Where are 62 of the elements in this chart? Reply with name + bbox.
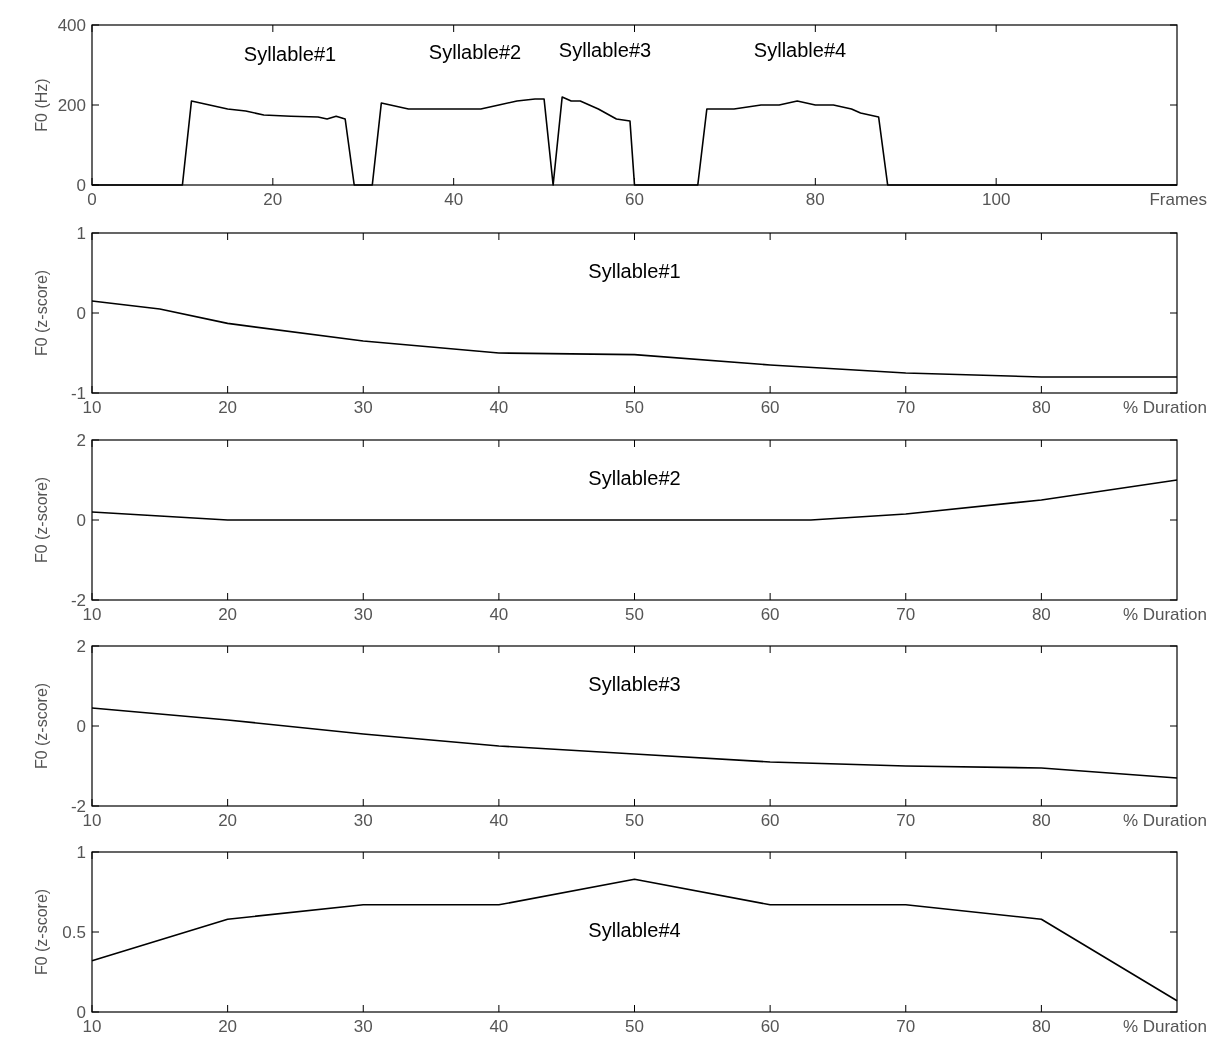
y-tick-label: 2 [76,637,86,656]
x-tick-label: 80 [1031,811,1051,830]
y-axis-title: F0 (z-score) [33,269,50,357]
x-tick-label: 50 [625,811,644,830]
x-tick-label: 20 [218,1017,238,1036]
x-tick-label: 40 [444,190,464,209]
x-tick-label: 20 [218,398,238,417]
x-tick-label: 30 [353,1017,373,1036]
text: Syllable#2 [588,467,681,489]
annotation: Syllable#2 [428,41,522,63]
x-tick-label: 70 [896,811,916,830]
text: Syllable#3 [588,673,681,695]
x-tick-label: 70 [896,605,916,624]
x-tick-label: 60 [760,1017,780,1036]
x-tick-label: 60 [760,811,780,830]
x-tick-label: 60 [760,398,780,417]
x-tick-label: 20 [263,190,283,209]
x-tick-label: 80 [1031,398,1051,417]
x-tick-label: 80 [805,190,825,209]
y-axis-title: F0 (Hz) [33,78,50,132]
x-tick-label: 70 [896,398,916,417]
y-tick-label: 2 [76,431,86,450]
x-tick-label: 60 [760,605,780,624]
y-tick-label: 1 [76,224,86,243]
x-tick-label: 40 [489,605,509,624]
x-tick-label: 40 [489,1017,509,1036]
y-tick-label: 0 [76,511,86,530]
x-tick-label: 70 [896,1017,916,1036]
x-tick-label: 30 [353,811,373,830]
x-axis-title: Frames [1149,190,1207,209]
y-tick-label: 400 [57,16,86,35]
y-tick-label: 0 [76,176,86,195]
y-tick-label: 0 [76,717,86,736]
x-tick-label: 100 [981,190,1011,209]
x-tick-label: 20 [218,605,238,624]
y-axis-title: F0 (z-score) [33,682,50,770]
annotation: Syllable#1 [243,43,337,65]
text: Syllable#4 [588,919,681,941]
x-axis-title: % Duration [1122,605,1207,624]
x-tick-label: 80 [1031,605,1051,624]
x-tick-label: 80 [1031,1017,1051,1036]
y-tick-label: 1 [76,843,86,862]
x-tick-label: 20 [218,811,238,830]
x-tick-label: 50 [625,605,644,624]
annotation: Syllable#4 [753,39,847,61]
x-tick-label: 40 [489,811,509,830]
y-tick-label: 0.5 [62,923,86,942]
annotation: Syllable#3 [558,39,652,61]
y-tick-label: 0 [76,304,86,323]
x-axis-title: % Duration [1122,398,1207,417]
x-tick-label: 40 [489,398,509,417]
x-tick-label: 50 [625,1017,644,1036]
x-axis-title: % Duration [1122,811,1207,830]
x-tick-label: 60 [625,190,644,209]
x-tick-label: 30 [353,605,373,624]
y-axis-title: F0 (z-score) [33,476,50,564]
y-axis-title: F0 (z-score) [33,888,50,976]
x-axis-title: % Duration [1122,1017,1207,1036]
x-tick-label: 50 [625,398,644,417]
x-tick-label: 30 [353,398,373,417]
y-tick-label: 200 [57,96,86,115]
text: Syllable#1 [588,260,681,282]
